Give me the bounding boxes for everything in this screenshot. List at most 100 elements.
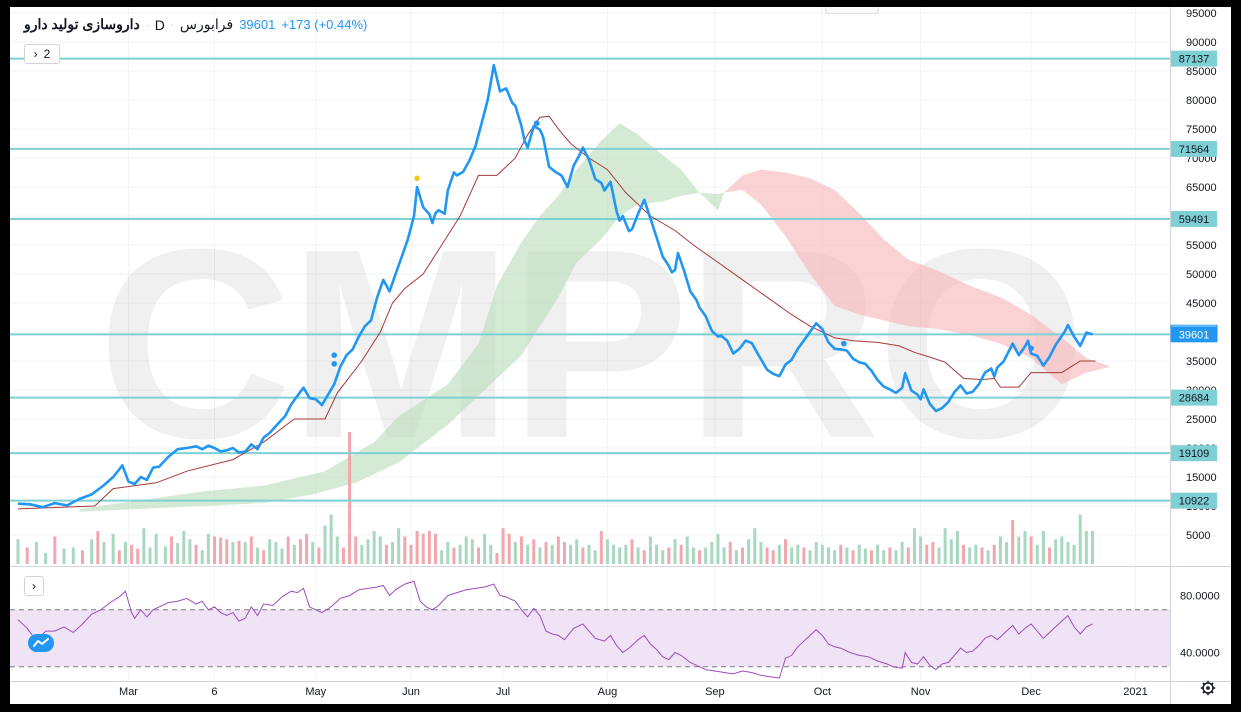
cloud-bearish [724, 169, 1111, 385]
interval-label[interactable]: D [154, 16, 165, 33]
price-label: 10922 [1179, 496, 1210, 508]
gear-tooth [1210, 690, 1214, 694]
volume-bar [912, 528, 916, 564]
volume-bar [170, 536, 173, 564]
volume-bar [802, 547, 806, 564]
volume-bar [434, 533, 438, 564]
y-tick-label: 15000 [1186, 472, 1217, 484]
x-tick-label: Sep [705, 686, 725, 698]
volume-bar [808, 550, 812, 564]
volume-bar [305, 533, 309, 564]
indicators-toggle-button[interactable]: › 2 [24, 44, 60, 64]
volume-bar [882, 550, 886, 564]
gear-tooth [1210, 682, 1214, 686]
volume-bar [612, 544, 616, 564]
volume-bar [790, 547, 794, 564]
volume-bar [986, 550, 990, 564]
volume-bar [477, 547, 480, 564]
volume-bar [62, 548, 66, 564]
volume-bar [894, 550, 898, 564]
volume-bar [446, 542, 450, 564]
volume-bar [906, 547, 910, 564]
top-handle[interactable] [825, 7, 879, 14]
y-tick-label: 80000 [1186, 95, 1217, 107]
volume-bar [716, 533, 720, 564]
volume-bar [1054, 539, 1058, 564]
volume-bar [679, 544, 683, 564]
volume-bar [741, 547, 745, 564]
price-label: 19109 [1179, 448, 1210, 460]
price-label-box [1171, 445, 1217, 462]
volume-bar [980, 547, 984, 564]
volume-bar [391, 542, 395, 564]
legend-header: داروسازی تولید دارو · D · فرابورس 39601 … [24, 16, 367, 33]
volume-bar [900, 542, 904, 564]
x-tick-label: Dec [1021, 686, 1041, 698]
volume-bar [759, 542, 763, 564]
volume-bar [231, 542, 235, 564]
volume-bar [16, 539, 20, 564]
y-tick-label: 75000 [1186, 124, 1217, 136]
volume-bar [1011, 520, 1015, 564]
volume-bar [225, 539, 229, 564]
rsi-tick-label: 40.0000 [1180, 648, 1220, 660]
volume-bar [212, 536, 216, 564]
volume-bar [111, 533, 115, 564]
x-tick-label: Mar [119, 686, 138, 698]
price-label-box [1171, 210, 1217, 227]
volume-bar [219, 537, 223, 564]
volume-bar [1060, 536, 1064, 564]
y-tick-label: 85000 [1186, 66, 1217, 78]
signal-marker [414, 175, 420, 182]
indicator-count: 2 [43, 47, 51, 61]
separator-dot: · [170, 19, 174, 30]
gear-tooth [1202, 690, 1206, 694]
symbol-name[interactable]: داروسازی تولید دارو [24, 16, 140, 32]
volume-bar [919, 536, 923, 564]
volume-bar [722, 547, 726, 564]
volume-bar [876, 544, 880, 564]
volume-bar [796, 544, 800, 564]
volume-bar [998, 536, 1002, 564]
x-tick-label: 6 [211, 686, 217, 698]
volume-bar [354, 536, 358, 564]
volume-bar [599, 531, 603, 564]
volume-bar [163, 546, 167, 564]
volume-bar [728, 542, 732, 564]
x-tick-label: May [305, 686, 326, 698]
volume-bar [863, 548, 867, 564]
volume-bar [366, 539, 370, 564]
rsi-series-line [17, 580, 1093, 679]
volume-bar [624, 544, 628, 564]
volume-bar [335, 536, 339, 564]
volume-bar [587, 544, 591, 564]
baseline-series-line [17, 115, 1096, 510]
volume-bar [962, 544, 966, 564]
volume-bar [593, 550, 597, 564]
cloud-logo-icon[interactable] [28, 634, 54, 657]
y-tick-label: 65000 [1186, 182, 1217, 194]
price-label-box [1171, 140, 1217, 157]
volume-bar [869, 550, 873, 564]
volume-bar [194, 544, 198, 564]
volume-bar [974, 544, 978, 564]
price-label-box [1171, 492, 1217, 509]
x-tick-label: Aug [598, 686, 618, 698]
y-tick-label: 25000 [1186, 414, 1217, 426]
chart-canvas[interactable]: CMPRO50001000015000200002500030000350004… [10, 7, 1231, 704]
volume-bar [710, 542, 714, 564]
volume-bar [826, 547, 830, 564]
volume-bar [955, 531, 959, 564]
volume-bar [53, 536, 57, 564]
volume-bar [937, 547, 941, 564]
signal-marker [331, 361, 338, 367]
volume-bar [243, 542, 247, 564]
volume-bar [298, 539, 302, 564]
y-tick-label: 90000 [1186, 37, 1217, 49]
volume-bar [341, 547, 345, 564]
gear-icon[interactable] [1200, 680, 1216, 696]
volume-bar [1005, 542, 1009, 564]
volume-bar [704, 547, 708, 564]
volume-bar [691, 547, 695, 564]
rsi-toggle-button[interactable]: › [24, 576, 44, 596]
